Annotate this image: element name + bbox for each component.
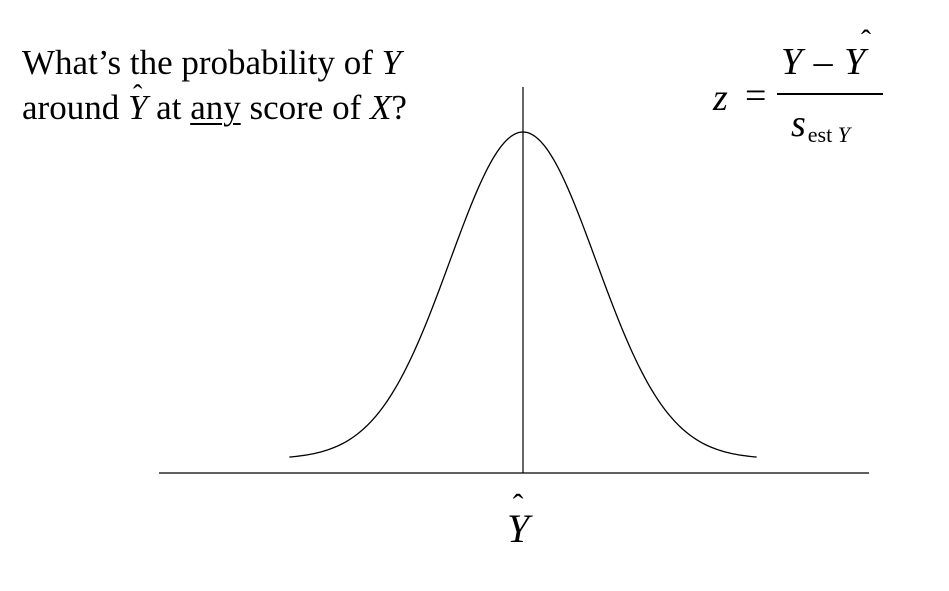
var-x: X xyxy=(370,88,392,127)
normal-curve xyxy=(289,131,757,458)
hat-mark: ˆ xyxy=(133,80,143,112)
question-part5: ? xyxy=(391,88,407,127)
denominator-subscript: est Y xyxy=(807,122,850,147)
question-part1: What’s the probability of xyxy=(22,43,382,82)
formula-equals: = xyxy=(745,75,767,117)
question-part3: at xyxy=(147,88,191,127)
formula-numerator: Y – Y xyxy=(781,41,867,83)
question-part2: around xyxy=(22,88,128,127)
formula-denominator: sest Y xyxy=(791,103,850,147)
center-label-hat: ˆ xyxy=(512,487,524,524)
var-y: Y xyxy=(381,43,402,82)
emphasis-any: any xyxy=(190,88,241,127)
formula-lhs: z xyxy=(713,77,728,119)
numerator-hat: ˆ xyxy=(861,24,871,57)
fraction-bar xyxy=(777,93,883,95)
z-score-formula: z = Y – Y ˆ sest Y xyxy=(713,24,888,160)
question-part4: score of xyxy=(240,88,370,127)
